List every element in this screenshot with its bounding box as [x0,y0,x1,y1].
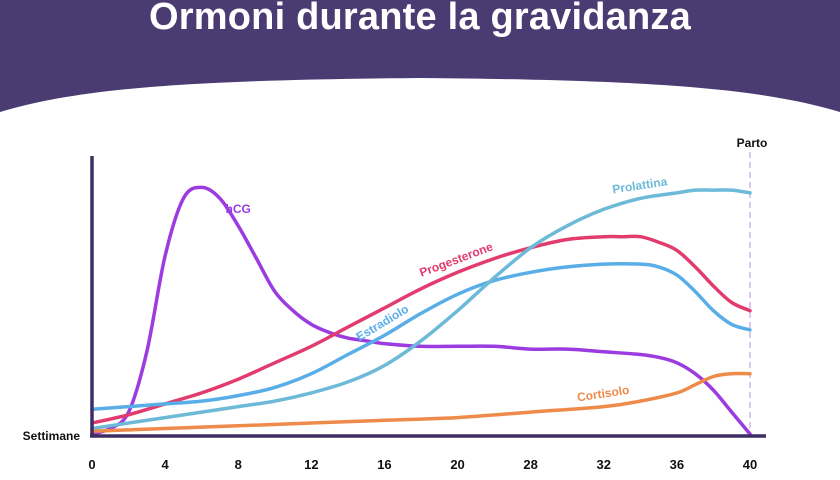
x-tick-label: 20 [450,457,464,472]
series-label-prolattina: Prolattina [611,174,668,196]
x-tick-label: 12 [304,457,318,472]
series-line-progesterone [90,234,752,425]
x-axis-label: Settimane [23,429,81,443]
x-tick-label: 8 [235,457,242,472]
series-label-cortisolo: Cortisolo [576,383,630,405]
x-tick-label: 36 [670,457,684,472]
series-line-cortisolo [90,371,752,434]
series-lines [90,185,752,436]
x-tick-label: 40 [743,457,757,472]
x-tick-label: 4 [161,457,169,472]
series-line-hcg [90,185,752,436]
series-line-estradiolo [90,262,752,412]
series-line-prolattina [90,188,752,431]
delivery-label: Parto [737,136,768,150]
x-tick-label: 28 [523,457,537,472]
x-tick-label: 32 [597,457,611,472]
axes [90,156,766,438]
banner-shape [0,0,840,112]
delivery-marker: Parto [737,136,768,434]
x-tick-label: 16 [377,457,391,472]
x-tick-label: 0 [88,457,95,472]
page-title: Ormoni durante la gravidanza [149,0,691,38]
series-label-hcg: hCG [226,202,251,216]
